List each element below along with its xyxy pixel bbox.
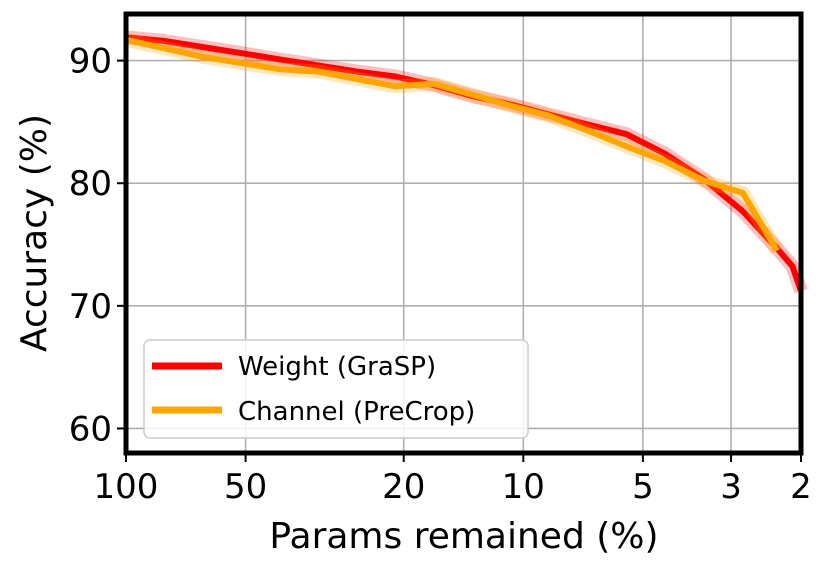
x-axis-label: Params remained (%) xyxy=(269,516,658,557)
legend-box xyxy=(143,339,529,439)
series-band-0 xyxy=(125,30,808,294)
x-tick-label: 50 xyxy=(224,467,267,507)
x-tick-label: 2 xyxy=(790,467,812,507)
axis-ticks: 100 50 20 10 5 3 2 60 70 80 90 xyxy=(69,42,812,507)
x-tick-label: 100 xyxy=(94,467,159,507)
y-tick-label: 60 xyxy=(69,409,112,449)
x-tick-label: 10 xyxy=(502,467,545,507)
series-band-1 xyxy=(124,32,783,255)
plot-frame xyxy=(123,11,804,456)
series-line-0 xyxy=(125,34,804,293)
y-tick-label: 80 xyxy=(69,164,112,204)
y-axis-label: Accuracy (%) xyxy=(14,114,55,352)
legend: Weight (GraSP) Channel (PreCrop) xyxy=(143,339,529,439)
series-line-1 xyxy=(125,36,780,253)
x-tick-label: 3 xyxy=(720,467,742,507)
legend-label-weight: Weight (GraSP) xyxy=(238,352,436,382)
y-tick-label: 90 xyxy=(69,42,112,82)
x-tick-label: 20 xyxy=(382,467,425,507)
x-tick-label: 5 xyxy=(632,467,654,507)
y-tick-label: 70 xyxy=(69,287,112,327)
series-lines xyxy=(124,30,808,294)
legend-label-channel: Channel (PreCrop) xyxy=(238,397,475,427)
